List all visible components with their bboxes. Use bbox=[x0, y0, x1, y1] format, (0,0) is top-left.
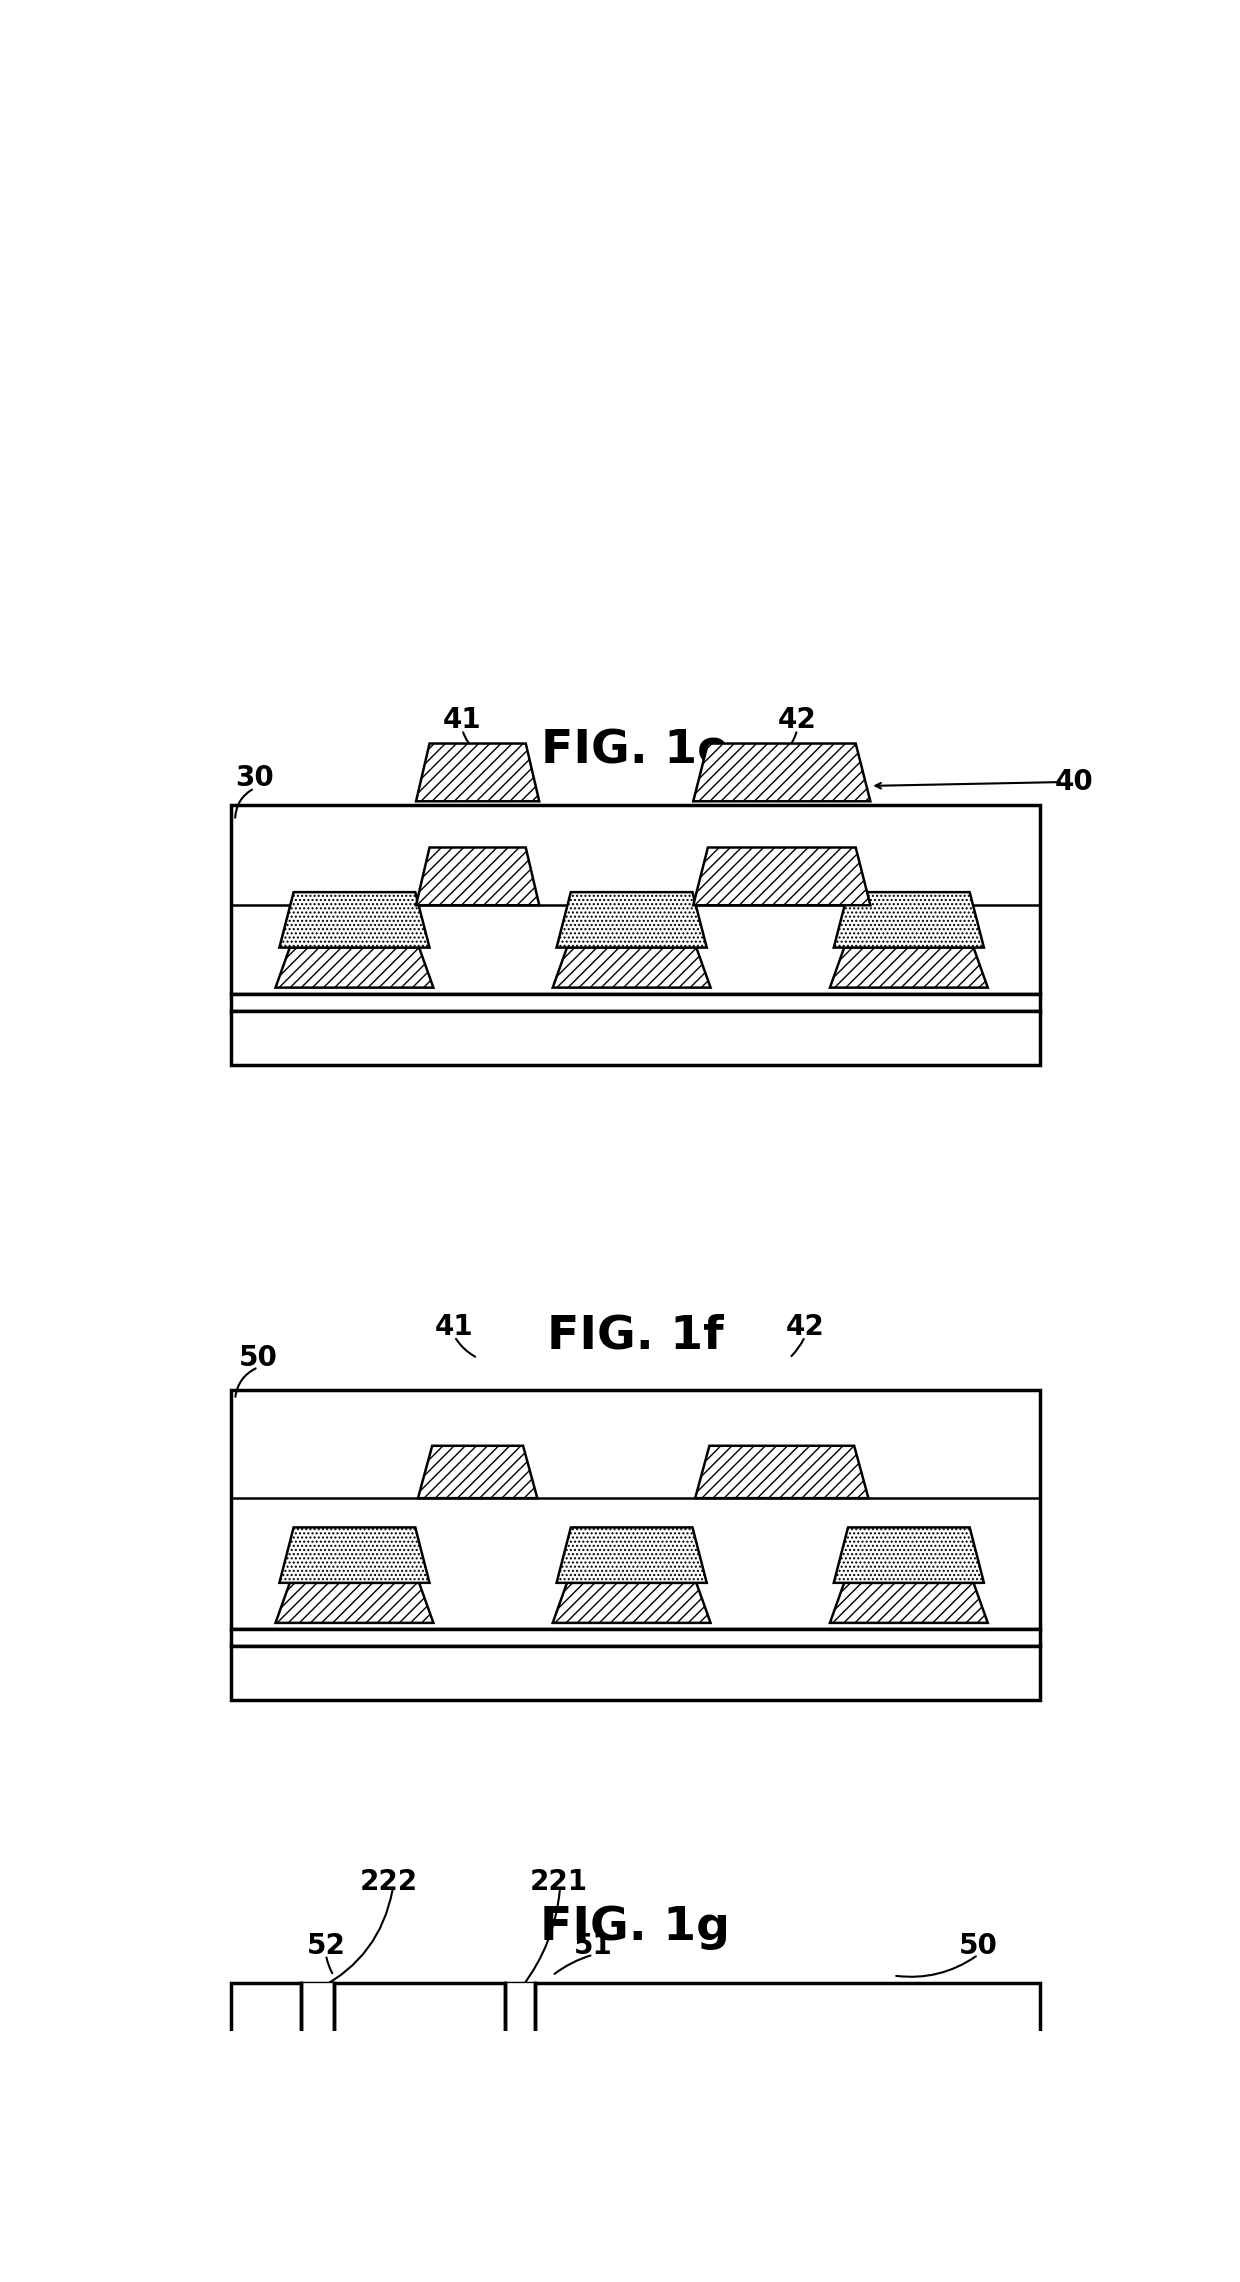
Text: FIG. 1g: FIG. 1g bbox=[541, 1905, 730, 1951]
Polygon shape bbox=[745, 2045, 910, 2090]
Text: FIG. 1e: FIG. 1e bbox=[542, 728, 729, 774]
Polygon shape bbox=[830, 2175, 988, 2216]
Text: 50: 50 bbox=[959, 1933, 998, 1960]
Polygon shape bbox=[417, 744, 539, 801]
Polygon shape bbox=[830, 1584, 988, 1623]
Bar bbox=[231, 2239, 1040, 2282]
Polygon shape bbox=[693, 847, 870, 906]
Polygon shape bbox=[833, 1527, 983, 1584]
Bar bbox=[231, 1983, 1040, 2223]
Polygon shape bbox=[279, 892, 429, 947]
Polygon shape bbox=[557, 892, 707, 947]
Polygon shape bbox=[696, 1447, 868, 1499]
Polygon shape bbox=[553, 2175, 711, 2216]
Polygon shape bbox=[495, 2045, 606, 2090]
Polygon shape bbox=[275, 1584, 433, 1623]
Polygon shape bbox=[275, 947, 433, 988]
Polygon shape bbox=[417, 847, 539, 906]
Text: FIG. 1f: FIG. 1f bbox=[547, 1314, 724, 1360]
Text: 52: 52 bbox=[306, 1933, 346, 1960]
Polygon shape bbox=[553, 1584, 711, 1623]
Bar bbox=[300, 1983, 334, 2223]
Bar bbox=[231, 1629, 1040, 1645]
Text: 51: 51 bbox=[574, 1933, 613, 1960]
Polygon shape bbox=[553, 947, 711, 988]
Text: 222: 222 bbox=[360, 1867, 418, 1896]
Polygon shape bbox=[418, 1447, 537, 1499]
Bar bbox=[231, 1390, 1040, 1629]
Text: 42: 42 bbox=[785, 1312, 825, 1342]
Bar bbox=[231, 806, 1040, 993]
Polygon shape bbox=[275, 2175, 433, 2216]
Text: 50: 50 bbox=[239, 1344, 278, 1371]
Text: 41: 41 bbox=[435, 1312, 474, 1342]
Polygon shape bbox=[279, 2120, 429, 2175]
Polygon shape bbox=[557, 1527, 707, 1584]
Bar bbox=[231, 1645, 1040, 1700]
Bar bbox=[231, 1011, 1040, 1066]
Text: 221: 221 bbox=[529, 1867, 588, 1896]
Bar bbox=[231, 993, 1040, 1011]
Text: 41: 41 bbox=[443, 707, 481, 735]
Text: 40: 40 bbox=[1055, 769, 1094, 796]
Polygon shape bbox=[833, 2120, 983, 2175]
Polygon shape bbox=[833, 892, 983, 947]
Polygon shape bbox=[279, 1527, 429, 1584]
Polygon shape bbox=[830, 947, 988, 988]
Text: 42: 42 bbox=[777, 707, 817, 735]
Polygon shape bbox=[693, 744, 870, 801]
Text: 30: 30 bbox=[234, 764, 274, 792]
Bar bbox=[505, 1983, 536, 2223]
Bar bbox=[231, 2223, 1040, 2239]
Polygon shape bbox=[557, 2120, 707, 2175]
